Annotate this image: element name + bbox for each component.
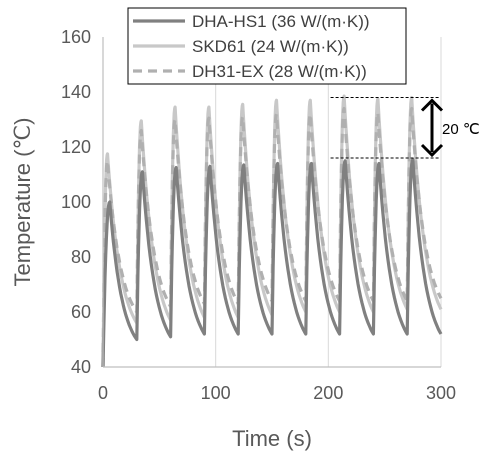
tick-labels: 40 60 80 100 120 140 160 0 100 200 300 xyxy=(61,27,456,403)
y-tick-label-100: 100 xyxy=(61,192,91,212)
x-tick-label-200: 200 xyxy=(313,383,343,403)
amplitude-annotation: 20 ℃ xyxy=(330,97,480,159)
annotation-label: 20 ℃ xyxy=(442,121,480,138)
y-tick-label-80: 80 xyxy=(71,247,91,267)
x-tick-label-300: 300 xyxy=(426,383,456,403)
y-tick-label-120: 120 xyxy=(61,137,91,157)
y-tick-label-160: 160 xyxy=(61,27,91,47)
axes xyxy=(102,37,441,368)
annotation-arrow-head-up xyxy=(420,98,444,112)
x-tick-label-100: 100 xyxy=(201,383,231,403)
series-line-1 xyxy=(101,157,443,368)
y-tick-label-140: 140 xyxy=(61,82,91,102)
annotation-arrow-head-down xyxy=(420,143,444,158)
legend-label-1: DHA-HS1 (36 W/(m·K)) xyxy=(192,12,370,31)
y-tick-label-40: 40 xyxy=(71,357,91,377)
x-axis-label: Time (s) xyxy=(232,426,312,451)
legend: DHA-HS1 (36 W/(m·K)) SKD61 (24 W/(m·K)) DH… xyxy=(127,7,407,85)
legend-label-3: DH31-EX (28 W/(m·K)) xyxy=(192,62,367,81)
y-axis-label: Temperature (℃) xyxy=(10,118,35,287)
legend-label-2: SKD61 (24 W/(m·K)) xyxy=(192,37,349,56)
y-tick-label-60: 60 xyxy=(71,302,91,322)
x-tick-label-0: 0 xyxy=(98,383,108,403)
series-layer xyxy=(101,94,443,368)
